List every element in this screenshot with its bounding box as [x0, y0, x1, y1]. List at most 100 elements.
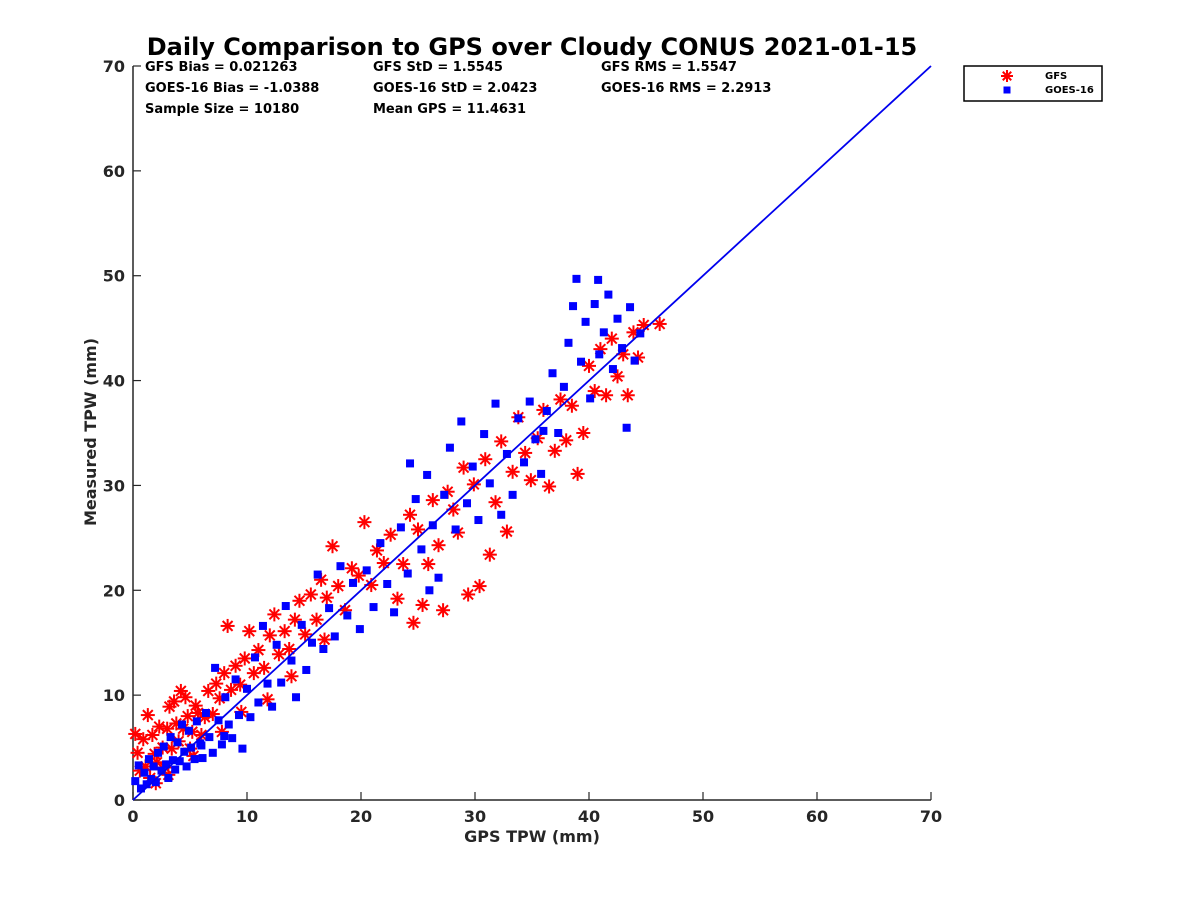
goes16-point [330, 632, 339, 641]
gfs-point [331, 579, 346, 594]
y-tick-label: 10 [103, 686, 125, 705]
gfs-point [242, 624, 257, 639]
goes16-point [178, 720, 187, 729]
goes16-point [626, 303, 635, 312]
gfs-point [220, 618, 235, 633]
goes16-point [569, 302, 578, 311]
stat-text: GOES-16 RMS = 2.2913 [601, 81, 771, 96]
goes16-point [142, 780, 151, 789]
gfs-point [357, 515, 372, 530]
goes16-point [425, 586, 434, 595]
goes16-point [136, 784, 145, 793]
goes16-point [508, 490, 517, 499]
legend-gfs-label: GFS [1045, 71, 1067, 82]
one-to-one-line [132, 65, 932, 801]
plot-area [128, 65, 932, 801]
goes16-point [307, 638, 316, 647]
gfs-point [246, 666, 261, 681]
goes16-point [599, 328, 608, 337]
goes16-point [403, 569, 412, 578]
gfs-point [482, 547, 497, 562]
y-tick-label: 30 [103, 476, 125, 495]
gfs-point [559, 433, 574, 448]
y-tick-label: 0 [114, 791, 125, 810]
gfs-point [282, 642, 297, 657]
goes16-point [243, 684, 251, 693]
goes16-point [554, 429, 563, 437]
y-tick-label: 20 [103, 581, 125, 600]
gfs-point [547, 443, 562, 458]
legend: GFS GOES-16 [963, 65, 1103, 102]
legend-goes16-marker [1003, 86, 1011, 94]
gfs-point [390, 591, 405, 606]
goes16-point [595, 350, 604, 359]
goes16-point [131, 777, 140, 786]
goes16-point [463, 499, 472, 508]
gfs-point [267, 607, 282, 622]
gfs-point [604, 331, 619, 346]
gfs-point [425, 493, 440, 508]
goes16-point [231, 675, 240, 684]
y-tick-label: 60 [103, 162, 125, 181]
goes16-point [250, 653, 259, 662]
gfs-point [587, 384, 602, 399]
goes16-point [144, 755, 153, 764]
goes16-point [154, 748, 163, 757]
goes16-point [211, 663, 220, 672]
gfs-point [411, 522, 425, 537]
gfs-point [130, 745, 145, 760]
series-goes-16 [131, 274, 645, 793]
gfs-point [478, 452, 493, 467]
goes16-point [287, 656, 296, 665]
x-tick-label: 0 [127, 807, 138, 826]
x-tick-label: 60 [806, 807, 828, 826]
gfs-point [472, 579, 487, 594]
goes16-point [258, 621, 267, 630]
y-tick-label: 40 [103, 372, 125, 391]
goes16-point [263, 679, 272, 688]
gfs-point [237, 651, 252, 666]
gfs-point [553, 392, 568, 407]
stat-text: GOES-16 StD = 2.0423 [373, 81, 537, 96]
goes16-point [376, 539, 385, 548]
goes16-point [221, 693, 230, 702]
goes16-point [411, 495, 420, 504]
goes16-point [235, 711, 244, 720]
gfs-point [188, 698, 203, 713]
goes16-point [502, 449, 511, 458]
gfs-point [505, 464, 520, 479]
goes16-point [572, 274, 581, 283]
x-tick-label: 40 [578, 807, 600, 826]
goes16-point [383, 579, 392, 588]
goes16-point [246, 713, 255, 722]
gfs-point [277, 624, 292, 639]
goes16-point [618, 344, 627, 353]
goes16-point [238, 744, 247, 753]
goes16-point [564, 338, 573, 347]
goes16-point [581, 317, 590, 326]
goes16-point [140, 768, 149, 777]
goes16-point [514, 414, 523, 423]
legend-goes16-label: GOES-16 [1045, 85, 1094, 96]
goes16-point [224, 720, 233, 729]
goes16-point [281, 602, 290, 611]
goes16-point [171, 765, 180, 774]
stat-text: Sample Size = 10180 [145, 102, 299, 117]
goes16-point [168, 756, 177, 765]
goes16-point [254, 698, 263, 707]
goes16-point [537, 469, 546, 478]
goes16-point [208, 748, 217, 757]
goes16-point [217, 740, 226, 749]
legend-gfs-marker [1001, 70, 1013, 82]
goes16-point [157, 766, 166, 775]
x-tick-label: 20 [350, 807, 372, 826]
goes16-point [406, 459, 415, 468]
gfs-point [128, 726, 143, 741]
gfs-point [461, 587, 476, 602]
gfs-point [576, 426, 591, 440]
goes16-point [369, 603, 378, 612]
goes16-point [147, 775, 156, 784]
gfs-point [303, 587, 318, 602]
axes-frame [132, 66, 931, 801]
